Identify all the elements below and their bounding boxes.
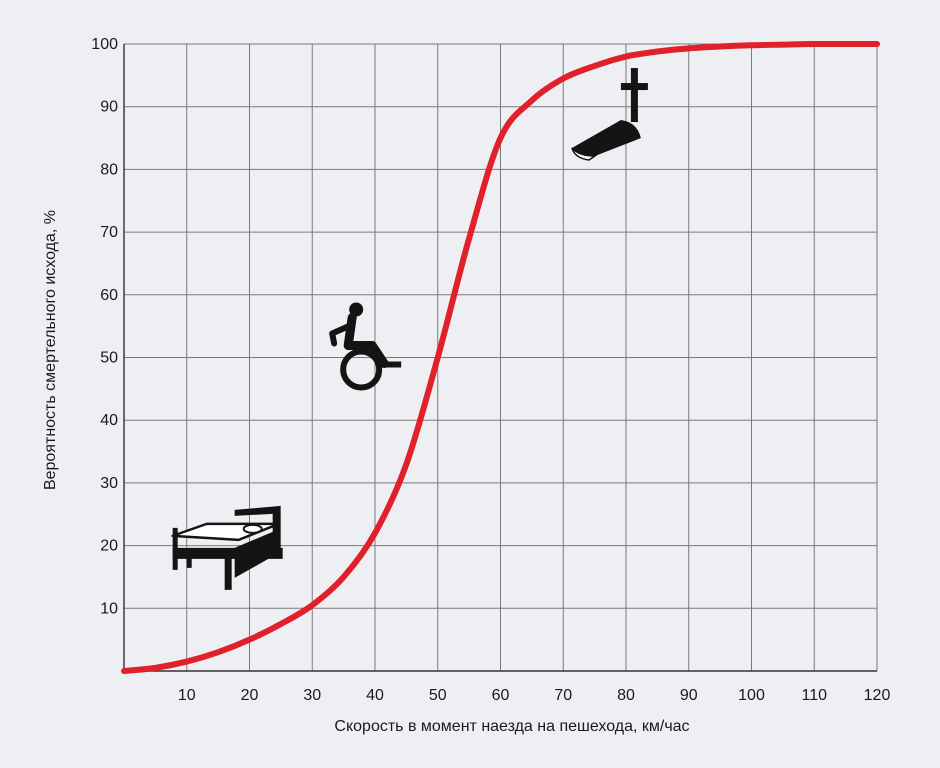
y-tick-label: 10 [100, 600, 118, 617]
y-tick-label: 50 [100, 350, 118, 367]
x-tick-label: 90 [680, 687, 698, 704]
series [121, 40, 880, 674]
icons [171, 68, 648, 590]
x-tick-label: 110 [801, 687, 827, 704]
axes [123, 44, 877, 672]
y-tick-label: 70 [100, 224, 118, 241]
y-tick-label: 80 [100, 161, 118, 178]
x-tick-label: 50 [429, 687, 447, 704]
x-tick-label: 20 [241, 687, 259, 704]
x-tick-label: 40 [366, 687, 384, 704]
wheelchair-icon [329, 302, 402, 391]
y-tick-label: 60 [100, 287, 118, 304]
x-tick-label: 30 [303, 687, 321, 704]
y-tick-label: 30 [100, 475, 118, 492]
x-tick-label: 100 [738, 687, 765, 704]
x-axis-ticks: 10 20 30 40 50 60 70 80 90 100 110 120 [178, 687, 891, 704]
series-line [121, 40, 880, 674]
x-tick-label: 80 [617, 687, 635, 704]
x-tick-label: 10 [178, 687, 196, 704]
y-tick-label: 100 [91, 36, 118, 53]
x-axis-title: Скорость в момент наезда на пешехода, км… [334, 718, 689, 735]
y-axis-title: Вероятность смертельного исхода, % [42, 210, 59, 490]
grave-cross-icon [571, 68, 648, 161]
x-tick-label: 70 [554, 687, 572, 704]
y-tick-label: 90 [100, 99, 118, 116]
x-tick-label: 60 [492, 687, 510, 704]
bed-icon [171, 505, 283, 590]
y-tick-label: 40 [100, 412, 118, 429]
y-tick-label: 20 [100, 538, 118, 555]
y-axis-ticks: 10 20 30 40 50 60 70 80 90 100 [91, 36, 118, 617]
x-tick-label: 120 [864, 687, 891, 704]
